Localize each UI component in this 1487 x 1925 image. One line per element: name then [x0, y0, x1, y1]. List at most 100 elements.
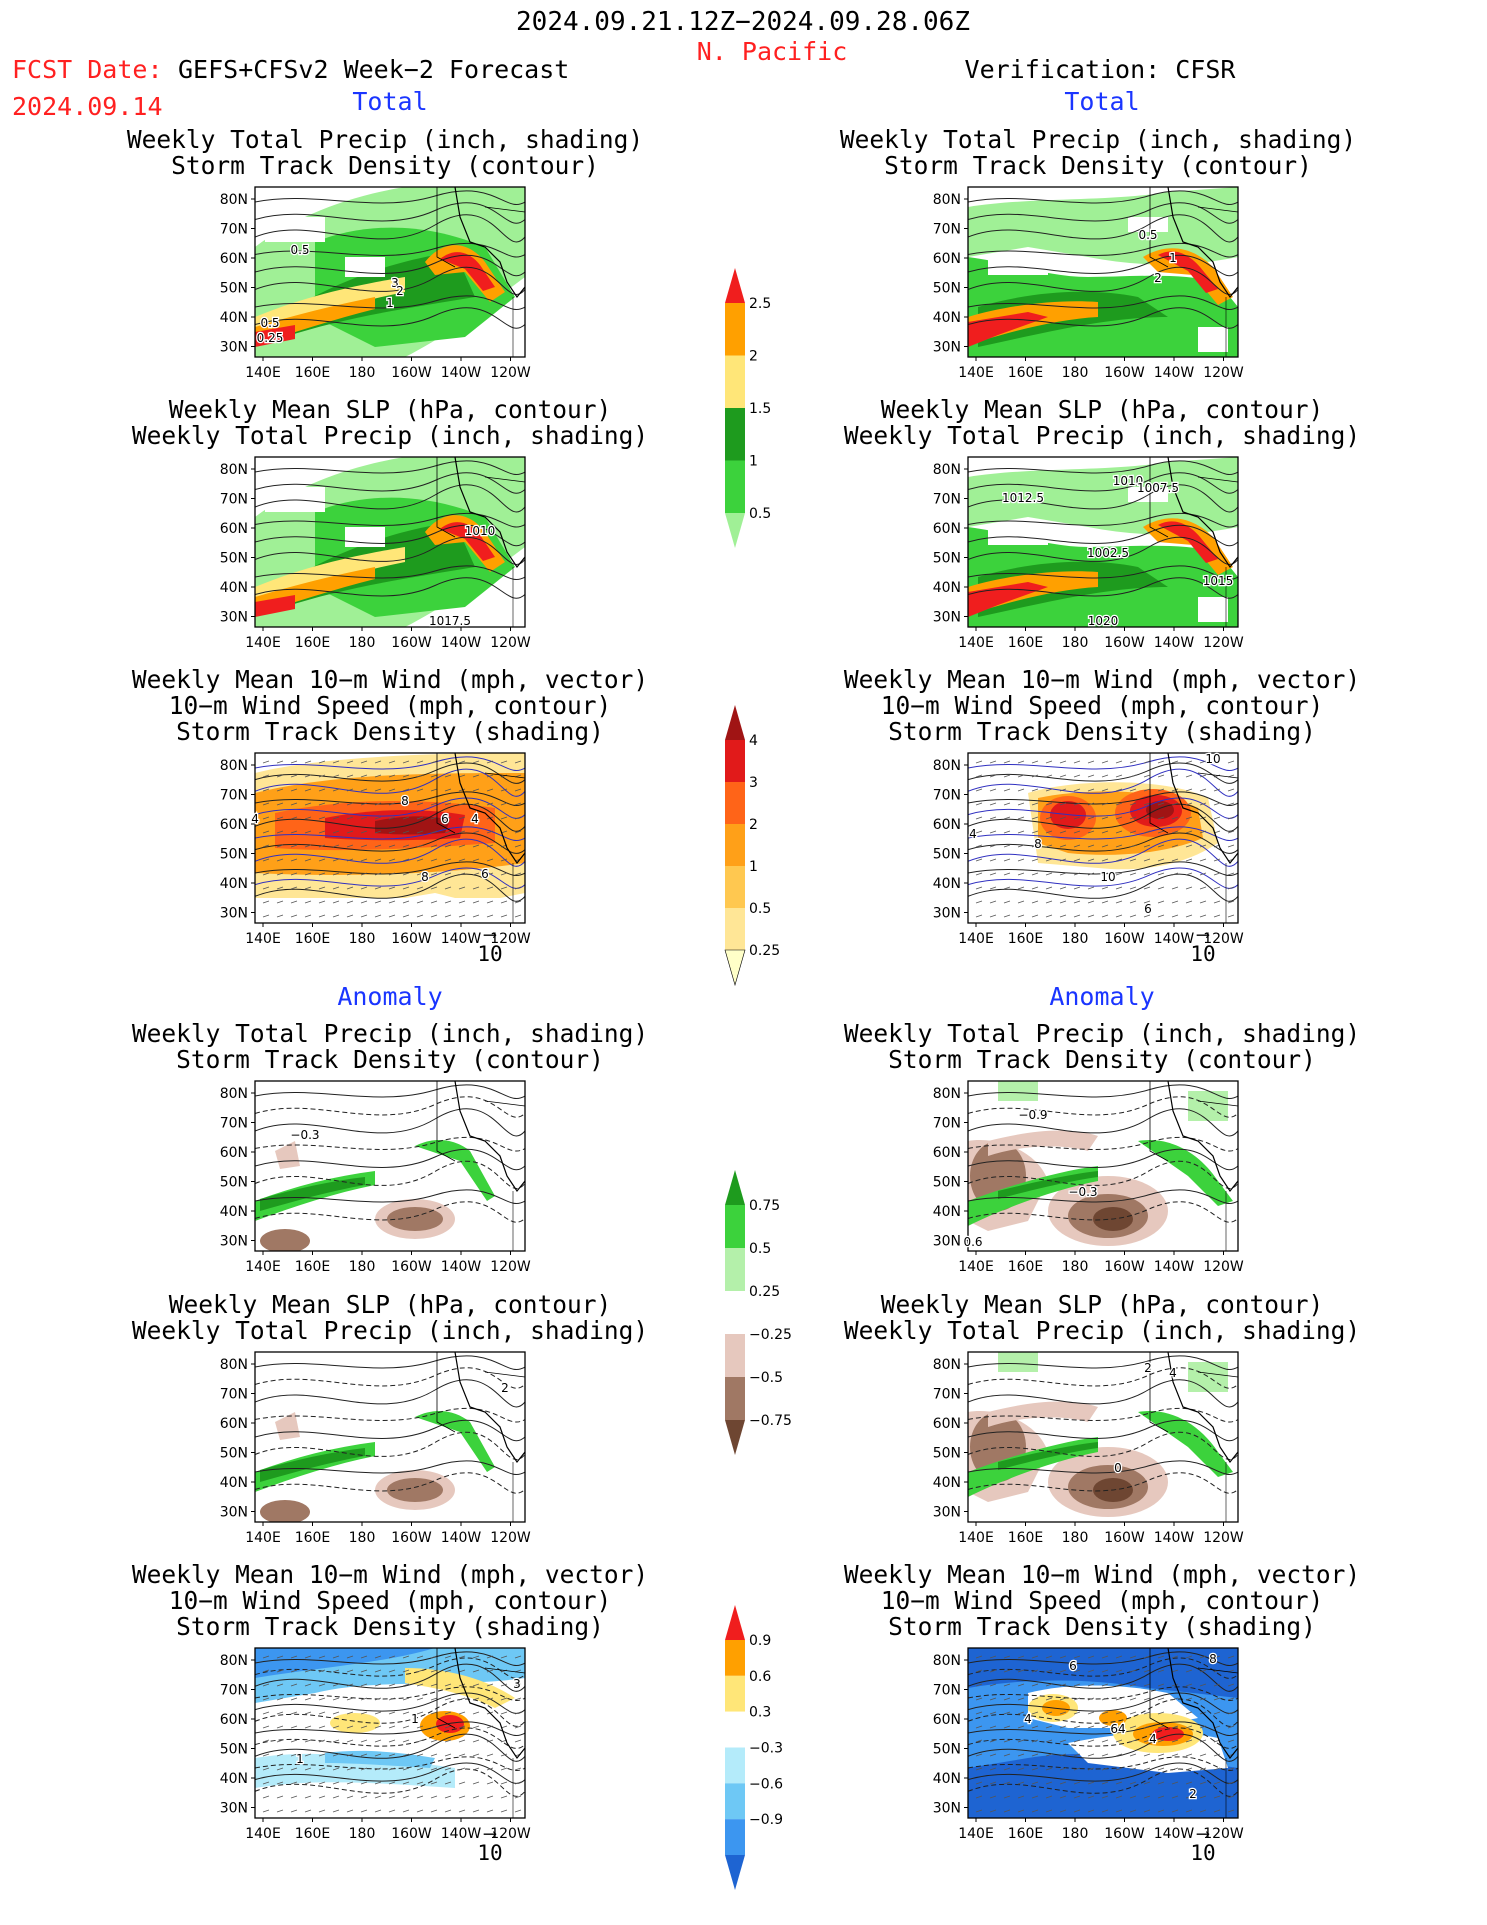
contour-label: 8	[1034, 837, 1042, 851]
map-panel-svg: 80N 70N 60N 50N 40N 30N 140E 160E 180 160W 140W 120…	[220, 752, 531, 947]
colorbar-label: 2.5	[749, 296, 771, 312]
lat-tick-label: 60N	[220, 251, 248, 267]
section-anomaly-right: Anomaly	[1049, 982, 1155, 1011]
contour-label: 6	[441, 812, 449, 826]
colorbar-label: 0.5	[749, 901, 771, 917]
vector-reference-value: 10	[1190, 1841, 1216, 1865]
panel-title-line: Storm Track Density (contour)	[884, 151, 1312, 180]
panel-title-line: 10−m Wind Speed (mph, contour)	[880, 1586, 1324, 1615]
lat-tick-label: 30N	[933, 1234, 961, 1250]
section-total-right: Total	[1064, 87, 1140, 116]
lon-tick-label: 160W	[1104, 931, 1145, 947]
lat-tick-label: 50N	[220, 1742, 248, 1758]
verification-label: Verification: CFSR	[964, 55, 1236, 84]
panel-title-line: Storm Track Density (contour)	[171, 151, 599, 180]
lat-tick-label: 80N	[220, 192, 248, 208]
lon-tick-label: 160E	[1008, 931, 1044, 947]
map-panel: 80N 70N 60N 50N 40N 30N 140E 160E 180 160W 140W 120…	[908, 1344, 1248, 1553]
map-panel: 80N 70N 60N 50N 40N 30N 140E 160E 180 160W 140W 120…	[195, 1640, 535, 1849]
panel-title-line: Storm Track Density (contour)	[888, 1045, 1316, 1074]
lon-tick-label: 140E	[245, 1826, 281, 1842]
colorbar-label: −0.5	[749, 1370, 783, 1386]
map-panel: 80N 70N 60N 50N 40N 30N 140E 160E 180 160W 140W 120…	[908, 1640, 1248, 1849]
lat-tick-label: 70N	[933, 788, 961, 804]
lon-tick-label: 120W	[490, 1826, 531, 1842]
contour-label: 10	[1100, 870, 1115, 884]
lon-tick-label: 140E	[245, 365, 281, 381]
contour-label: 1	[411, 1712, 419, 1726]
lon-tick-label: 120W	[1203, 635, 1244, 651]
contour-label: 2	[501, 1381, 509, 1395]
contour-label: 2	[1144, 1361, 1152, 1375]
contour-label: 1002.5	[1087, 546, 1129, 560]
lon-tick-label: 120W	[490, 1259, 531, 1275]
panel-title-line: 10−m Wind Speed (mph, contour)	[880, 691, 1324, 720]
fcst-date-label: FCST Date:	[12, 55, 163, 84]
fcst-date-value: 2024.09.14	[12, 92, 163, 121]
lat-tick-label: 80N	[220, 462, 248, 478]
vector-reference-value: 10	[1190, 942, 1216, 966]
lon-tick-label: 160E	[1008, 1826, 1044, 1842]
panel-title-line: 10−m Wind Speed (mph, contour)	[168, 691, 612, 720]
lon-tick-label: 120W	[1203, 365, 1244, 381]
map-panel-svg: 80N 70N 60N 50N 40N 30N 140E 160E 180 160W 140W 120…	[933, 751, 1244, 947]
lon-tick-label: 140W	[441, 1259, 482, 1275]
contour-label: 6	[1144, 902, 1152, 916]
panel-title-line: Weekly Total Precip (inch, shading)	[843, 1316, 1361, 1345]
contour-label: 1010	[1113, 474, 1144, 488]
colorbar-precip-total: 2.521.510.50.25	[715, 268, 805, 575]
lon-tick-label: 180	[349, 1530, 376, 1546]
lat-tick-label: 60N	[933, 817, 961, 833]
panel-title-line: Weekly Total Precip (inch, shading)	[126, 125, 644, 154]
lat-tick-label: 30N	[220, 1234, 248, 1250]
map-panel: 80N 70N 60N 50N 40N 30N 140E 160E 180 160W 140W 120…	[195, 179, 535, 388]
lon-tick-label: 140W	[441, 365, 482, 381]
colorbar-label: 1	[749, 454, 758, 470]
map-panel-svg: 80N 70N 60N 50N 40N 30N 140E 160E 180 160W 140W 120…	[220, 1351, 531, 1546]
lon-tick-label: 140W	[1154, 1826, 1195, 1842]
contour-label: 1	[386, 296, 394, 310]
lon-tick-label: 140W	[1154, 635, 1195, 651]
contour-label: 6	[1069, 1659, 1077, 1673]
lon-tick-label: 120W	[1203, 931, 1244, 947]
contour-label: 1010	[465, 524, 496, 538]
map-panel-svg: 80N 70N 60N 50N 40N 30N 140E 160E 180 160W 140W 120…	[220, 1647, 531, 1842]
colorbar-label: −0.75	[749, 1413, 792, 1429]
lat-tick-label: 70N	[933, 1116, 961, 1132]
contour-label: 8	[401, 794, 409, 808]
lat-tick-label: 40N	[220, 310, 248, 326]
lat-tick-label: 30N	[220, 1801, 248, 1817]
lon-tick-label: 180	[349, 1259, 376, 1275]
lat-tick-label: 40N	[220, 876, 248, 892]
contour-label: 0	[1114, 1461, 1122, 1475]
arrow-right-icon: ⟶	[1197, 1823, 1209, 1844]
colorbar-label: 4	[749, 733, 758, 749]
lat-tick-label: 50N	[933, 281, 961, 297]
lon-tick-label: 140E	[958, 1826, 994, 1842]
contour-label: 3	[391, 276, 399, 290]
lon-tick-label: 120W	[1203, 1530, 1244, 1546]
lat-tick-label: 70N	[220, 1683, 248, 1699]
lon-tick-label: 160E	[295, 931, 331, 947]
colorbar-label: −0.6	[749, 1776, 783, 1792]
lat-tick-label: 70N	[220, 222, 248, 238]
contour-label: 0.6	[963, 1235, 982, 1249]
lat-tick-label: 50N	[220, 847, 248, 863]
contour-label: 0.5	[260, 316, 279, 330]
lat-tick-label: 80N	[933, 462, 961, 478]
lon-tick-label: 120W	[1203, 1826, 1244, 1842]
lon-tick-label: 180	[1062, 1530, 1089, 1546]
colorbar-label: 0.5	[749, 1241, 771, 1257]
lon-tick-label: 160E	[1008, 1259, 1044, 1275]
colorbar-storm-total: 4 3 2 1 0.5 0.25	[715, 705, 805, 999]
lat-tick-label: 40N	[220, 1771, 248, 1787]
lat-tick-label: 80N	[220, 1653, 248, 1669]
lat-tick-label: 30N	[933, 610, 961, 626]
lat-tick-label: 60N	[933, 1712, 961, 1728]
lon-tick-label: 140E	[245, 1259, 281, 1275]
colorbar-label: −0.25	[749, 1327, 792, 1343]
lon-tick-label: 180	[1062, 635, 1089, 651]
lat-tick-label: 40N	[220, 1204, 248, 1220]
contour-label: 1020	[1088, 614, 1119, 628]
lat-tick-label: 80N	[933, 1086, 961, 1102]
